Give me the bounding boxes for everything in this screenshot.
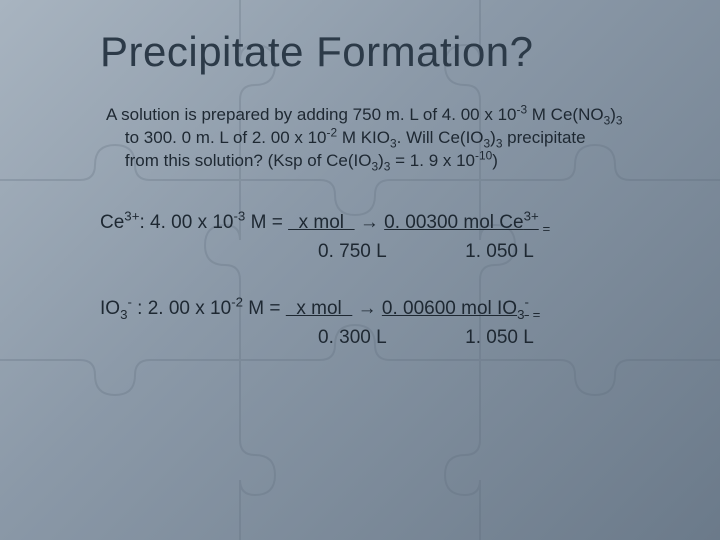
problem-line1-exp1: -3 [516,102,527,116]
io3-frac1-top: x mol [286,298,353,319]
problem-line3-a: from this solution? (Ksp of Ce(IO [125,151,372,170]
problem-line2-exp1: -2 [327,125,338,139]
problem-line3-exp1: -10 [475,148,492,162]
problem-line3-d: ) [492,151,498,170]
problem-line1-a: A solution is prepared by adding 750 m. … [106,105,516,124]
ce-ion-sup: 3+ [124,208,139,223]
io3-eq: = [529,307,540,322]
problem-line2-c: . Will Ce(IO [397,128,484,147]
problem-statement: A solution is prepared by adding 750 m. … [100,104,660,173]
ce-frac2-top-a: 0. 00300 mol Ce [384,212,523,233]
io3-ion-exp: -2 [231,295,243,310]
ce-frac1-top: x mol [288,212,355,233]
io3-arrow: → [352,298,382,319]
problem-line2-e: precipitate [502,128,585,147]
problem-line1-sub2: 3 [616,113,623,127]
slide-title: Precipitate Formation? [100,28,660,76]
ce-frac2-top-sup: 3+ [524,208,539,223]
io3-ion-c: M = [243,298,286,319]
io3-frac2-top-a: 0. 00600 mol IO [382,298,517,319]
problem-line3-c: = 1. 9 x 10 [390,151,475,170]
ce-ion-c: M = [245,212,288,233]
calc-ce-row1: Ce3+: 4. 00 x 10-3 M = x mol → 0. 00300 … [100,209,660,238]
ce-frac2-bot: 1. 050 L [465,241,534,262]
problem-line1-b: M Ce(NO [527,105,604,124]
calc-ce-row2: 0. 750 L 1. 050 L [100,238,660,266]
slide-content: Precipitate Formation? A solution is pre… [0,0,720,540]
ce-ion-a: Ce [100,212,124,233]
ce-ion-b: : 4. 00 x 10 [139,212,233,233]
calculation-ce: Ce3+: 4. 00 x 10-3 M = x mol → 0. 00300 … [100,209,660,266]
problem-line2-sub1: 3 [390,136,397,150]
calc-io3-row2: 0. 300 L 1. 050 L [100,324,660,352]
io3-frac2-top: 0. 00600 mol IO3- [382,298,529,319]
ce-arrow: → [355,212,385,233]
problem-line2-a: to 300. 0 m. L of 2. 00 x 10 [125,128,327,147]
io3-ion-b: : 2. 00 x 10 [132,298,231,319]
io3-ion-a: IO [100,298,120,319]
ce-eq: = [539,221,550,236]
io3-frac1-bot: 0. 300 L [318,327,386,348]
ce-frac2-top: 0. 00300 mol Ce3+ [384,212,539,233]
ce-frac1-bot: 0. 750 L [318,241,386,262]
io3-frac2-bot: 1. 050 L [465,327,534,348]
calc-io3-row1: IO3- : 2. 00 x 10-2 M = x mol → 0. 00600… [100,295,660,324]
problem-line2-b: M KIO [337,128,390,147]
calculation-io3: IO3- : 2. 00 x 10-2 M = x mol → 0. 00600… [100,295,660,352]
ce-ion-exp: -3 [233,208,245,223]
